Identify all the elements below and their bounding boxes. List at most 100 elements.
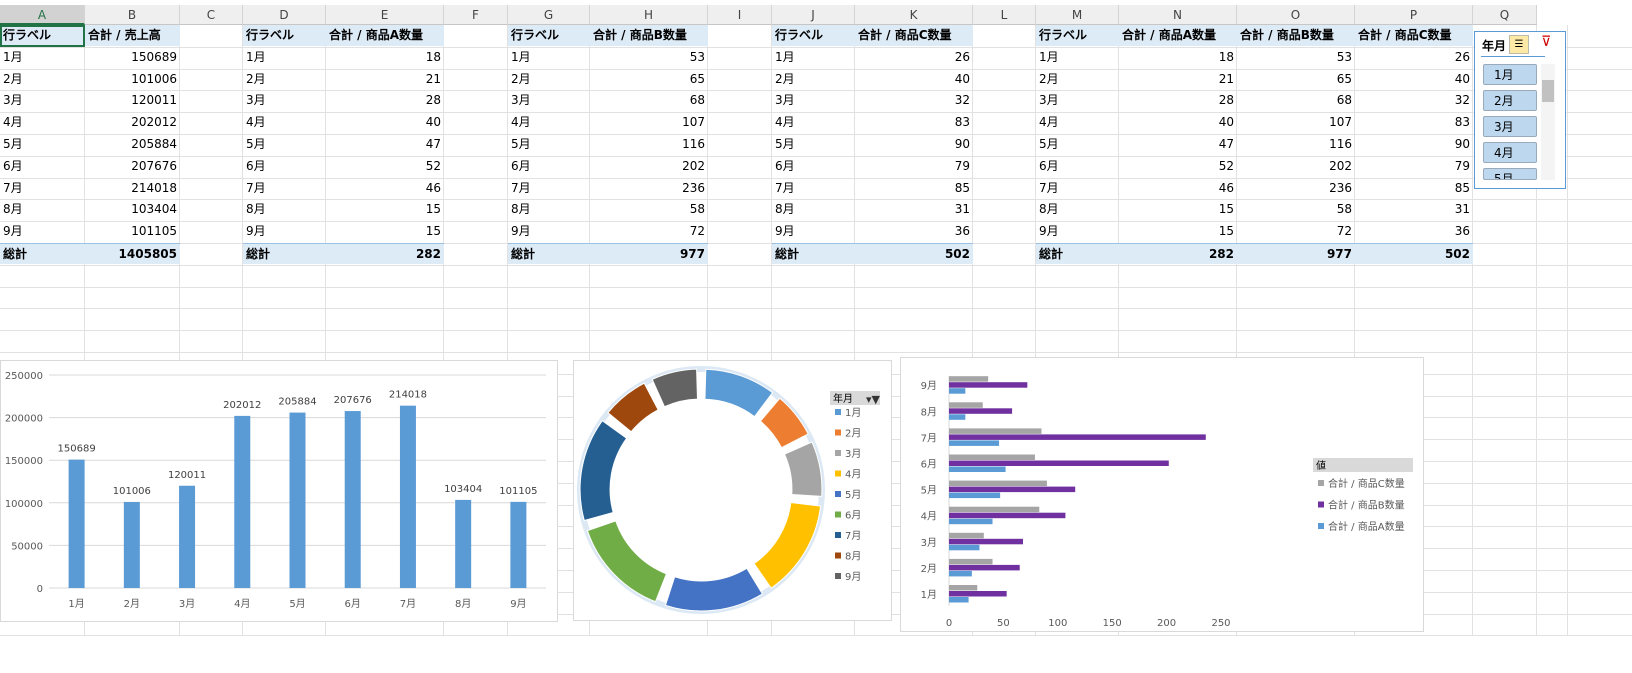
pivot-value-cell[interactable]: 120011 — [131, 93, 177, 107]
sales-donut-chart[interactable]: 年月 ▾▼ 1月 2月 3月 4月 5月 6月 7月 8月 9月 — [573, 360, 892, 621]
pivot-value-cell[interactable]: 21 — [425, 72, 441, 86]
pivot-value-cell[interactable]: 116 — [1329, 137, 1352, 151]
pivot-row-label[interactable]: 7月 — [3, 181, 23, 195]
pivot-value-cell[interactable]: 202012 — [131, 115, 177, 129]
pivot-value-cell[interactable]: 36 — [1454, 224, 1470, 238]
pivot-value-header[interactable]: 合計 / 商品A数量 — [326, 25, 444, 46]
column-header-I[interactable]: I — [708, 5, 772, 25]
pivot-grand-total-label[interactable]: 総計 — [243, 243, 326, 264]
pivot-row-label[interactable]: 5月 — [1039, 137, 1059, 151]
pivot-row-label[interactable]: 9月 — [775, 224, 795, 238]
pivot-value-cell[interactable]: 205884 — [131, 137, 177, 151]
sales-column-chart[interactable]: 0 50000 100000 150000 200000 250000 150689 1月 10… — [0, 360, 558, 622]
pivot-row-label[interactable]: 5月 — [3, 137, 23, 151]
pivot-value-cell[interactable]: 36 — [954, 224, 970, 238]
column-header-K[interactable]: K — [855, 5, 973, 25]
pivot-row-label-header[interactable]: 行ラベル — [508, 25, 590, 46]
pivot-value-cell[interactable]: 79 — [954, 159, 970, 173]
pivot-value-cell[interactable]: 103404 — [131, 202, 177, 216]
column-header-E[interactable]: E — [326, 5, 444, 25]
pivot-row-label[interactable]: 7月 — [1039, 181, 1059, 195]
pivot-value-cell[interactable]: 32 — [1454, 93, 1470, 107]
pivot-value-cell[interactable]: 101105 — [131, 224, 177, 238]
column-header-A[interactable]: A — [0, 5, 85, 25]
pivot-value-cell[interactable]: 58 — [1336, 202, 1352, 216]
pivot-row-label[interactable]: 6月 — [775, 159, 795, 173]
pivot-value-cell[interactable]: 18 — [425, 50, 441, 64]
column-header-O[interactable]: O — [1237, 5, 1355, 25]
pivot-grand-total-value[interactable]: 1405805 — [85, 243, 180, 264]
pivot-row-label[interactable]: 9月 — [246, 224, 266, 238]
pivot-value-cell[interactable]: 65 — [1336, 72, 1352, 86]
quantity-bar-chart[interactable]: 0 50 100 150 200 250 1月 2月 3月 4月 5月 6月 7月 8月 9月値合計 / 商… — [900, 357, 1424, 632]
pivot-value-cell[interactable]: 65 — [689, 72, 705, 86]
slicer-item[interactable]: 1月 — [1483, 64, 1537, 85]
multi-select-icon[interactable]: ☰ — [1509, 35, 1529, 54]
pivot-grand-total-label[interactable]: 総計 — [0, 243, 85, 264]
pivot-value-cell[interactable]: 28 — [1218, 93, 1234, 107]
clear-filter-icon[interactable]: ⊽ — [1541, 34, 1552, 50]
pivot-value-cell[interactable]: 68 — [689, 93, 705, 107]
pivot-row-label[interactable]: 8月 — [511, 202, 531, 216]
pivot-value-cell[interactable]: 236 — [682, 181, 705, 195]
pivot-value-cell[interactable]: 28 — [425, 93, 441, 107]
pivot-value-cell[interactable]: 79 — [1454, 159, 1470, 173]
pivot-row-label[interactable]: 2月 — [511, 72, 531, 86]
pivot-value-cell[interactable]: 116 — [682, 137, 705, 151]
pivot-value-cell[interactable]: 32 — [954, 93, 970, 107]
pivot-row-label[interactable]: 4月 — [1039, 115, 1059, 129]
pivot-row-label[interactable]: 2月 — [246, 72, 266, 86]
pivot-value-cell[interactable]: 40 — [954, 72, 970, 86]
pivot-row-label[interactable]: 3月 — [775, 93, 795, 107]
pivot-grand-total-value[interactable]: 977 — [1237, 243, 1355, 264]
pivot-value-cell[interactable]: 18 — [1218, 50, 1234, 64]
pivot-row-label[interactable]: 7月 — [246, 181, 266, 195]
pivot-value-cell[interactable]: 40 — [425, 115, 441, 129]
column-header-D[interactable]: D — [243, 5, 326, 25]
pivot-value-cell[interactable]: 150689 — [131, 50, 177, 64]
pivot-value-cell[interactable]: 107 — [1329, 115, 1352, 129]
pivot-grand-total-label[interactable]: 総計 — [772, 243, 855, 264]
pivot-grand-total-value[interactable]: 502 — [855, 243, 973, 264]
pivot-value-cell[interactable]: 53 — [1336, 50, 1352, 64]
pivot-grand-total-label[interactable]: 総計 — [508, 243, 590, 264]
pivot-row-label[interactable]: 9月 — [3, 224, 23, 238]
column-header-J[interactable]: J — [772, 5, 855, 25]
pivot-row-label[interactable]: 7月 — [511, 181, 531, 195]
pivot-value-cell[interactable]: 40 — [1454, 72, 1470, 86]
pivot-row-label[interactable]: 4月 — [775, 115, 795, 129]
pivot-value-cell[interactable]: 83 — [1454, 115, 1470, 129]
pivot-value-cell[interactable]: 107 — [682, 115, 705, 129]
column-header-M[interactable]: M — [1036, 5, 1119, 25]
pivot-row-label[interactable]: 1月 — [246, 50, 266, 64]
pivot-row-label[interactable]: 6月 — [511, 159, 531, 173]
pivot-value-cell[interactable]: 15 — [425, 224, 441, 238]
pivot-value-cell[interactable]: 72 — [1336, 224, 1352, 238]
pivot-row-label[interactable]: 8月 — [1039, 202, 1059, 216]
pivot-value-cell[interactable]: 52 — [425, 159, 441, 173]
pivot-value-cell[interactable]: 40 — [1218, 115, 1234, 129]
pivot-row-label[interactable]: 7月 — [775, 181, 795, 195]
pivot-row-label[interactable]: 6月 — [246, 159, 266, 173]
pivot-value-cell[interactable]: 26 — [1454, 50, 1470, 64]
pivot-value-cell[interactable]: 90 — [954, 137, 970, 151]
pivot-row-label[interactable]: 8月 — [246, 202, 266, 216]
pivot-row-label[interactable]: 2月 — [3, 72, 23, 86]
pivot-value-cell[interactable]: 46 — [1218, 181, 1234, 195]
pivot-row-label[interactable]: 8月 — [775, 202, 795, 216]
pivot-row-label[interactable]: 4月 — [246, 115, 266, 129]
pivot-value-cell[interactable]: 15 — [1218, 224, 1234, 238]
pivot-row-label[interactable]: 9月 — [1039, 224, 1059, 238]
pivot-row-label[interactable]: 2月 — [1039, 72, 1059, 86]
pivot-value-cell[interactable]: 72 — [689, 224, 705, 238]
pivot-value-cell[interactable]: 31 — [1454, 202, 1470, 216]
pivot-value-cell[interactable]: 15 — [425, 202, 441, 216]
column-header-F[interactable]: F — [444, 5, 508, 25]
column-header-L[interactable]: L — [973, 5, 1036, 25]
pivot-value-cell[interactable]: 21 — [1218, 72, 1234, 86]
pivot-grand-total-label[interactable]: 総計 — [1036, 243, 1119, 264]
pivot-row-label[interactable]: 5月 — [511, 137, 531, 151]
pivot-value-header[interactable]: 合計 / 商品C数量 — [855, 25, 973, 46]
pivot-row-label-header[interactable]: 行ラベル — [772, 25, 855, 46]
pivot-row-label-header[interactable]: 行ラベル — [0, 25, 85, 46]
